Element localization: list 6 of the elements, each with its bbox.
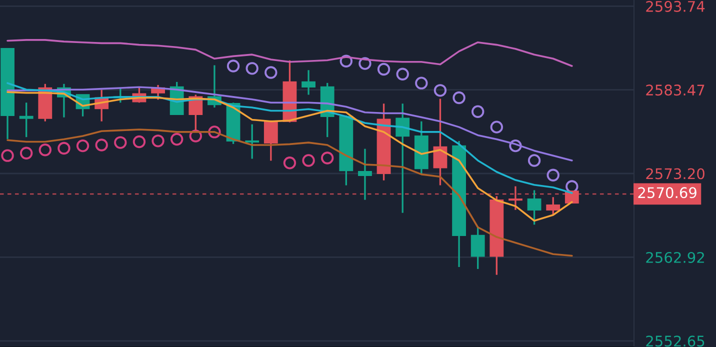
y-tick-label: 2552.65 — [646, 336, 704, 347]
y-tick-label: 2573.20 — [646, 168, 704, 180]
y-tick-label: 2593.74 — [646, 0, 705, 12]
y-tick-label: 2583.47 — [646, 84, 704, 96]
y-tick-label: 2562.92 — [646, 252, 704, 263]
ref-line-label: 2570.69 — [638, 187, 696, 198]
